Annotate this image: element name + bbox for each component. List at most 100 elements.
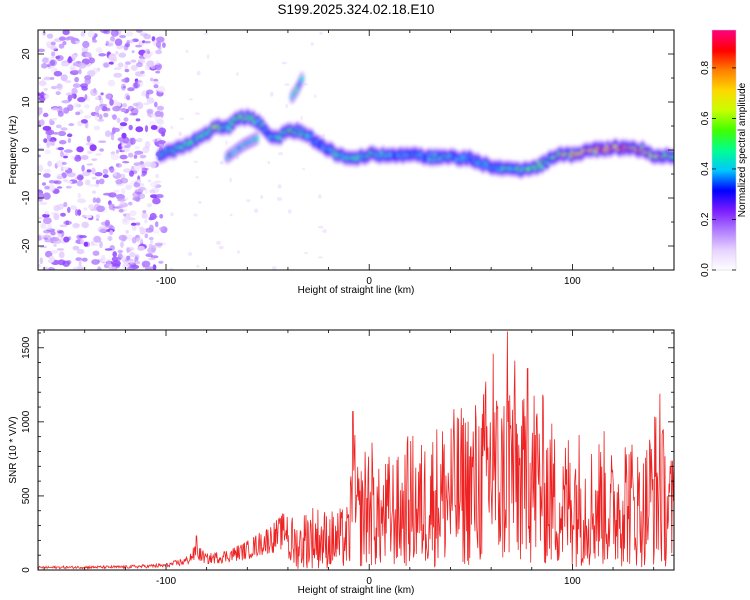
- y-tick-label: 0: [21, 147, 32, 153]
- noise-speckle: [51, 107, 60, 112]
- x-tick-label: -100: [156, 576, 176, 587]
- colorbar-segment: [712, 84, 736, 87]
- noise-speckle: [46, 141, 50, 149]
- noise-speckle: [277, 184, 282, 189]
- noise-speckle: [137, 179, 142, 184]
- noise-speckle: [154, 180, 162, 184]
- spectrogram-noise: [38, 30, 330, 270]
- noise-speckle: [104, 93, 112, 100]
- noise-speckle: [51, 51, 56, 57]
- noise-speckle: [229, 213, 233, 217]
- noise-speckle: [85, 179, 91, 186]
- noise-speckle: [44, 239, 52, 243]
- noise-speckle: [105, 40, 109, 46]
- noise-speckle: [196, 264, 200, 268]
- noise-speckle: [117, 62, 124, 68]
- noise-speckle: [57, 147, 64, 151]
- colorbar-segment: [712, 128, 736, 131]
- colorbar-segment: [712, 232, 736, 235]
- noise-speckle: [254, 208, 259, 214]
- noise-speckle: [124, 63, 128, 70]
- noise-speckle: [40, 222, 47, 229]
- noise-speckle: [109, 229, 114, 236]
- noise-speckle: [46, 133, 52, 141]
- noise-speckle: [97, 118, 105, 122]
- colorbar-segment: [712, 220, 736, 223]
- noise-speckle: [149, 240, 154, 244]
- colorbar-segment: [712, 120, 736, 123]
- noise-speckle: [85, 52, 92, 58]
- noise-speckle: [56, 175, 64, 180]
- noise-speckle: [131, 236, 137, 244]
- colorbar-segment: [712, 30, 736, 33]
- noise-speckle: [89, 57, 96, 64]
- noise-speckle: [122, 161, 130, 164]
- noise-speckle: [45, 250, 53, 258]
- colorbar-segment: [712, 160, 736, 163]
- noise-speckle: [91, 176, 97, 180]
- noise-speckle: [141, 212, 148, 219]
- noise-speckle: [52, 132, 60, 135]
- noise-speckle: [140, 174, 145, 177]
- noise-speckle: [117, 249, 124, 254]
- noise-speckle: [139, 227, 147, 235]
- noise-speckle: [193, 213, 198, 217]
- noise-speckle: [130, 59, 137, 63]
- noise-speckle: [60, 74, 68, 82]
- colorbar-segment: [712, 234, 736, 237]
- noise-speckle: [72, 223, 80, 229]
- noise-speckle: [57, 233, 62, 238]
- colorbar-segment: [712, 54, 736, 57]
- colorbar-segment: [712, 68, 736, 71]
- noise-speckle: [110, 133, 115, 141]
- x-tick-label: 0: [366, 576, 372, 587]
- noise-speckle: [93, 235, 102, 243]
- colorbar-segment: [712, 56, 736, 59]
- colorbar-segment: [712, 228, 736, 231]
- noise-speckle: [143, 40, 151, 44]
- noise-speckle: [56, 160, 65, 168]
- noise-speckle: [304, 252, 308, 255]
- noise-speckle: [156, 193, 164, 199]
- noise-speckle: [47, 267, 56, 270]
- x-tick-label: -100: [156, 276, 176, 287]
- noise-speckle: [300, 115, 303, 121]
- colorbar-segment: [712, 218, 736, 221]
- noise-speckle: [95, 179, 100, 185]
- colorbar-tick-label: 0.6: [700, 111, 711, 125]
- colorbar-label: Normalized spectral amplitude: [737, 82, 748, 217]
- colorbar-segment: [712, 92, 736, 95]
- noise-speckle: [58, 140, 67, 145]
- noise-speckle: [109, 98, 114, 106]
- noise-speckle: [40, 119, 45, 126]
- noise-speckle: [91, 158, 98, 162]
- colorbar-ticks: 0.0 0.2 0.4 0.6 0.8: [700, 61, 736, 277]
- noise-speckle: [178, 131, 182, 137]
- noise-speckle: [154, 242, 163, 247]
- noise-speckle: [92, 190, 97, 194]
- noise-speckle: [103, 62, 109, 68]
- y-tick-label: 1500: [21, 336, 32, 359]
- colorbar-segment: [712, 248, 736, 251]
- noise-speckle: [44, 185, 50, 190]
- noise-speckle: [90, 88, 98, 96]
- noise-speckle: [148, 236, 154, 241]
- noise-speckle: [148, 257, 156, 261]
- noise-speckle: [115, 50, 119, 55]
- noise-speckle: [43, 192, 51, 200]
- noise-speckle: [229, 177, 232, 183]
- noise-speckle: [218, 245, 224, 250]
- colorbar-segment: [712, 216, 736, 219]
- noise-speckle: [86, 169, 92, 173]
- noise-speckle: [60, 212, 66, 217]
- colorbar-segment: [712, 110, 736, 113]
- colorbar-segment: [712, 44, 736, 47]
- noise-speckle: [118, 234, 128, 241]
- colorbar-segment: [712, 200, 736, 203]
- noise-speckle: [67, 94, 73, 102]
- noise-speckle: [38, 107, 43, 115]
- colorbar-segment: [712, 210, 736, 213]
- noise-speckle: [108, 61, 114, 65]
- noise-speckle: [90, 243, 99, 246]
- noise-speckle: [38, 235, 42, 241]
